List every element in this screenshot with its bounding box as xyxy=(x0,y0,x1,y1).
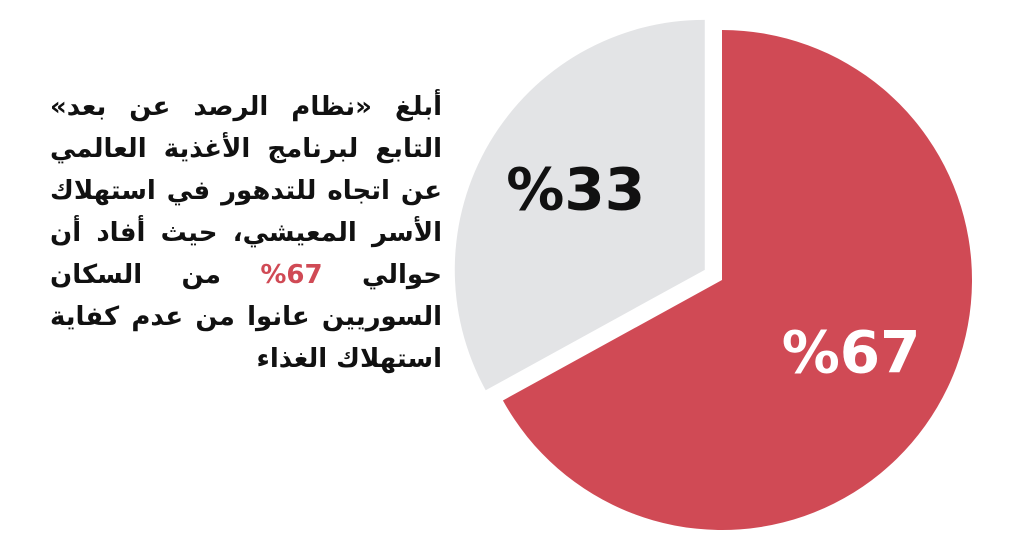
pie-slice xyxy=(454,19,705,391)
pie-label: %67 xyxy=(782,318,921,386)
pie-label: %33 xyxy=(506,156,645,224)
description-text: أبلغ «نظام الرصد عن بعد» التابع لبرنامج … xyxy=(50,92,442,290)
pie-slice xyxy=(502,30,973,530)
description-text: من السكان السوريين عانوا من عدم كفاية اس… xyxy=(50,260,442,374)
description-highlight: 67% xyxy=(260,260,323,290)
description: أبلغ «نظام الرصد عن بعد» التابع لبرنامج … xyxy=(50,86,442,380)
